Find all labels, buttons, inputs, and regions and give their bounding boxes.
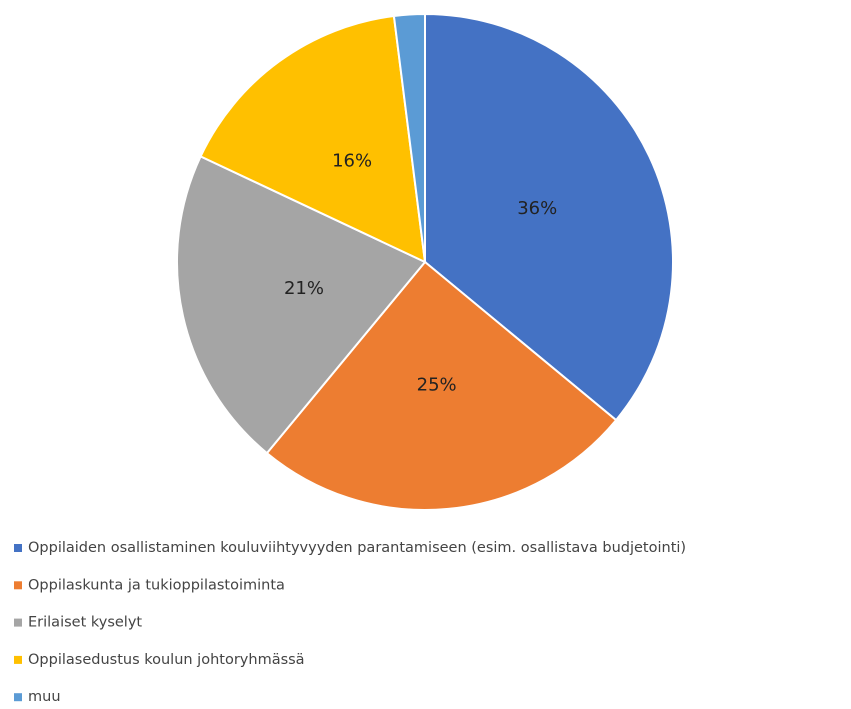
legend-label: Oppilaiden osallistaminen kouluviihtyvyy… xyxy=(28,540,686,556)
pie-slice xyxy=(265,260,618,511)
legend-swatch xyxy=(14,618,22,627)
data-label: 25% xyxy=(417,374,457,395)
legend-label: Oppilaskunta ja tukioppilastoiminta xyxy=(28,577,285,593)
legend-swatch xyxy=(14,544,22,552)
pie-slice xyxy=(392,12,426,263)
legend-label: Oppilasedustus koulun johtoryhmässä xyxy=(28,652,305,668)
data-label: 21% xyxy=(284,278,324,299)
legend-label: muu xyxy=(28,689,61,705)
data-label: 16% xyxy=(332,151,372,172)
data-label: 36% xyxy=(517,198,557,219)
pie-slice xyxy=(424,12,674,422)
legend-swatch xyxy=(14,693,22,702)
legend-swatch xyxy=(14,655,22,664)
legend-swatch xyxy=(14,581,22,590)
legend-label: Erilaiset kyselyt xyxy=(28,615,142,631)
pie-slice xyxy=(199,14,427,264)
pie-slice xyxy=(176,155,427,455)
